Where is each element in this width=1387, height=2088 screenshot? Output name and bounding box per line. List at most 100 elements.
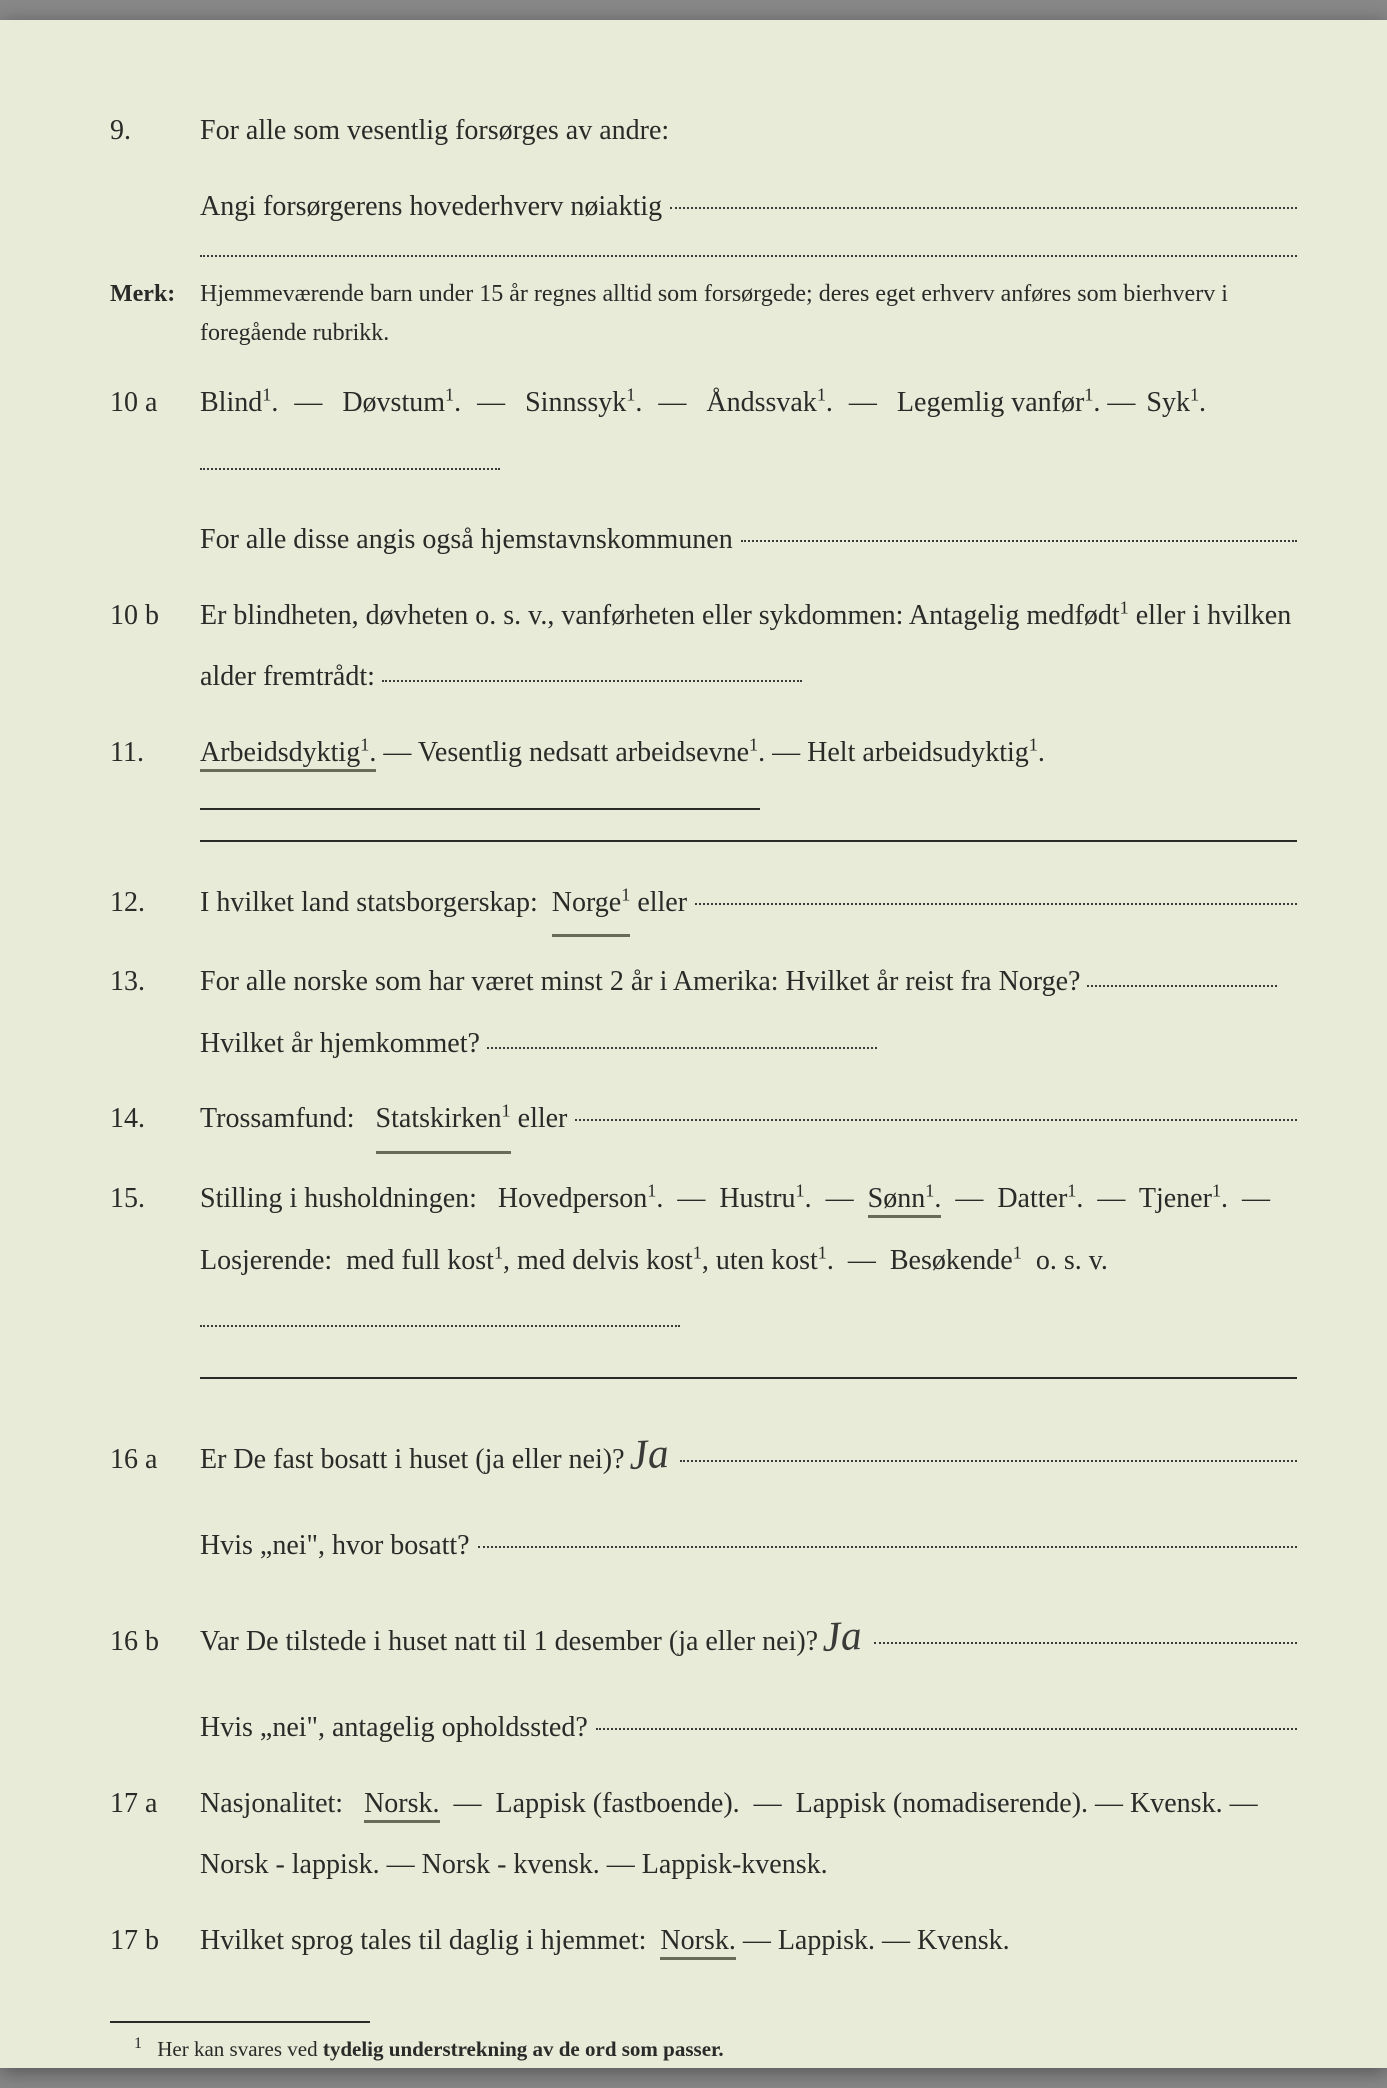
question-17b: 17 b Hvilket sprog tales til daglig i hj…: [110, 1910, 1297, 1972]
q15-opt-hovedperson: Hovedperson1.: [498, 1183, 663, 1214]
q13-number: 13.: [110, 955, 200, 1008]
q16b-answer-handwritten: Ja: [820, 1590, 864, 1684]
q11-opt-nedsatt: Vesentlig nedsatt arbeidsevne1.: [418, 737, 765, 768]
question-14: 14. Trossamfund: Statskirken1 eller: [110, 1088, 1297, 1154]
separator-line: [200, 840, 1297, 842]
merk-text: Hjemmeværende barn under 15 år regnes al…: [200, 275, 1297, 352]
question-9: 9. For alle som vesentlig forsørges av a…: [110, 100, 1297, 162]
question-13: 13. For alle norske som har været minst …: [110, 951, 1297, 1074]
question-12: 12. I hvilket land statsborgerskap: Norg…: [110, 872, 1297, 938]
q14-text: Trossamfund:: [200, 1088, 355, 1150]
q15-opt-tjener: Tjener1.: [1139, 1183, 1228, 1214]
q15-los-delvis: med delvis kost1,: [517, 1245, 709, 1276]
question-11: 11. Arbeidsdyktig1. — Vesentlig nedsatt …: [110, 722, 1297, 784]
q16a-text2: Hvis „nei", hvor bosatt?: [200, 1515, 470, 1577]
q17a-label: Nasjonalitet:: [200, 1788, 343, 1819]
q10b-content: Er blindheten, døvheten o. s. v., vanfør…: [200, 585, 1297, 708]
footnote-text-a: Her kan svares ved: [157, 2037, 323, 2061]
separator-line: [200, 808, 760, 810]
q12-text: I hvilket land statsborgerskap:: [200, 872, 538, 934]
blank-line[interactable]: [200, 1325, 680, 1327]
q16a-text: Er De fast bosatt i huset (ja eller nei)…: [200, 1429, 625, 1491]
q14-opt-statskirken: Statskirken1: [376, 1088, 511, 1154]
q9-number: 9.: [110, 104, 200, 157]
note-merk: Merk: Hjemmeværende barn under 15 år reg…: [110, 275, 1297, 352]
q10a-opt-dovstum: Døvstum1.: [342, 387, 461, 418]
q16b-line2-row: Hvis „nei", antagelig opholdssted?: [110, 1697, 1297, 1759]
question-10a: 10 a Blind1. — Døvstum1. — Sinnssyk1. — …: [110, 372, 1297, 495]
blank-line[interactable]: [1087, 985, 1277, 987]
blank-line[interactable]: [874, 1642, 1297, 1644]
q15-content: Stilling i husholdningen: Hovedperson1. …: [200, 1168, 1297, 1353]
footnote-rule: [110, 2021, 370, 2023]
q15-number: 15.: [110, 1172, 200, 1225]
blank-line[interactable]: [200, 468, 500, 470]
blank-line[interactable]: [382, 680, 802, 682]
blank-line[interactable]: [478, 1546, 1297, 1548]
question-17a: 17 a Nasjonalitet: Norsk. — Lappisk (fas…: [110, 1773, 1297, 1896]
merk-label: Merk:: [110, 275, 200, 313]
q9-line2-content: Angi forsørgerens hovederhverv nøiaktig: [200, 176, 1297, 238]
q12-opt-norge: Norge1: [552, 872, 631, 938]
q17b-content: Hvilket sprog tales til daglig i hjemmet…: [200, 1910, 1297, 1972]
q17b-opt-kvensk: Kvensk.: [917, 1925, 1010, 1956]
q11-content: Arbeidsdyktig1. — Vesentlig nedsatt arbe…: [200, 722, 1297, 784]
question-16a: 16 a Er De fast bosatt i huset (ja eller…: [110, 1409, 1297, 1501]
q13-text2: Hvilket år hjemkommet?: [200, 1028, 480, 1059]
q10a-opt-syk: Syk1.: [1146, 387, 1206, 418]
q10a-opt-legemlig: Legemlig vanfør1.: [897, 387, 1100, 418]
q11-number: 11.: [110, 726, 200, 779]
q17a-number: 17 a: [110, 1777, 200, 1830]
blank-line[interactable]: [680, 1460, 1297, 1462]
q15-los-uten: uten kost1.: [716, 1245, 834, 1276]
q16a-answer-handwritten: Ja: [626, 1408, 670, 1502]
q17a-content: Nasjonalitet: Norsk. — Lappisk (fastboen…: [200, 1773, 1297, 1896]
q15-opt-sonn: Sønn1.: [868, 1183, 942, 1218]
q15-opt-datter: Datter1.: [997, 1183, 1083, 1214]
q15-besokende: Besøkende1: [890, 1245, 1022, 1276]
q17a-opt-kvensk: Kvensk.: [1130, 1788, 1223, 1819]
footnote: 1 Her kan svares ved tydelig understrekn…: [134, 2035, 1297, 2062]
q17b-number: 17 b: [110, 1914, 200, 1967]
q12-number: 12.: [110, 876, 200, 929]
q17b-opt-lappisk: Lappisk.: [778, 1925, 875, 1956]
q13-content: For alle norske som har været minst 2 år…: [200, 951, 1297, 1074]
blank-line[interactable]: [670, 207, 1297, 209]
q10a-number: 10 a: [110, 376, 200, 429]
separator-line: [200, 1377, 1297, 1379]
q17a-opt-lappisk-fast: Lappisk (fastboende).: [496, 1788, 740, 1819]
blank-line[interactable]: [487, 1047, 877, 1049]
q12-or: eller: [637, 872, 687, 934]
q9-line2: Angi forsørgerens hovederhverv nøiaktig: [200, 176, 662, 238]
q14-number: 14.: [110, 1092, 200, 1145]
q10a-opt-andssvak: Åndssvak1.: [706, 387, 833, 418]
q16a-line2-row: Hvis „nei", hvor bosatt?: [110, 1515, 1297, 1577]
q9-line2-row: Angi forsørgerens hovederhverv nøiaktig: [110, 176, 1297, 238]
q9-line1: For alle som vesentlig forsørges av andr…: [200, 115, 669, 146]
q16a-number: 16 a: [110, 1433, 200, 1486]
q11-opt-arbeidsdyktig: Arbeidsdyktig1.: [200, 737, 376, 772]
q17b-text: Hvilket sprog tales til daglig i hjemmet…: [200, 1925, 646, 1956]
q10a-opt-blind: Blind1.: [200, 387, 278, 418]
q10a-opt-sinnssyk: Sinnssyk1.: [525, 387, 642, 418]
q16b-text: Var De tilstede i huset natt til 1 desem…: [200, 1611, 818, 1673]
q10a-line2-row: For alle disse angis også hjemstavnskomm…: [110, 509, 1297, 571]
q16b-text2: Hvis „nei", antagelig opholdssted?: [200, 1697, 588, 1759]
q15-los-full: med full kost1,: [346, 1245, 510, 1276]
q10a-content: Blind1. — Døvstum1. — Sinnssyk1. — Åndss…: [200, 372, 1297, 495]
footnote-number: 1: [134, 2035, 142, 2052]
blank-line[interactable]: [695, 903, 1297, 905]
blank-line-full[interactable]: [200, 255, 1297, 257]
q17b-opt-norsk: Norsk.: [660, 1925, 735, 1960]
q9-content: For alle som vesentlig forsørges av andr…: [200, 100, 1297, 162]
q16b-number: 16 b: [110, 1615, 200, 1668]
q10a-line2: For alle disse angis også hjemstavnskomm…: [200, 509, 733, 571]
blank-line[interactable]: [575, 1119, 1297, 1121]
q17a-opt-lappisk-kvensk: Lappisk-kvensk.: [642, 1849, 828, 1880]
question-16b: 16 b Var De tilstede i huset natt til 1 …: [110, 1591, 1297, 1683]
blank-line[interactable]: [741, 540, 1297, 542]
blank-line[interactable]: [596, 1728, 1297, 1730]
question-10b: 10 b Er blindheten, døvheten o. s. v., v…: [110, 585, 1297, 708]
q10b-number: 10 b: [110, 589, 200, 642]
q17a-opt-norsk: Norsk.: [364, 1788, 439, 1823]
